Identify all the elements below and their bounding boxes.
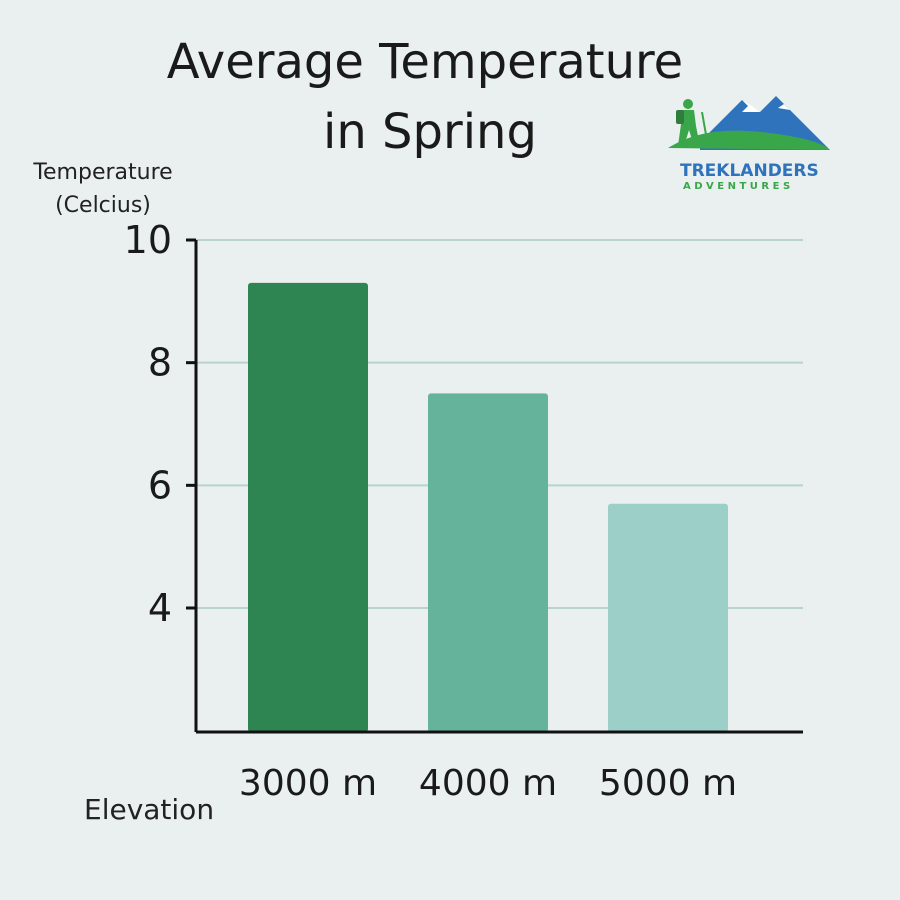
y-tick-label-4: 4 [148,586,172,630]
y-axis-label-line-2: (Celcius) [55,193,151,218]
y-tick-labels: 4 6 8 10 [124,218,172,630]
chart-title-line-1: Average Temperature [167,34,683,90]
y-tick-label-10: 10 [124,218,172,262]
brand-tagline: ADVENTURES [683,181,794,192]
x-tick-label-3000-m: 3000 m [239,763,377,804]
brand-name: TREKLANDERS [680,161,819,181]
brand-logo: TREKLANDERS ADVENTURES [668,96,830,192]
bar-4000-m [428,393,548,732]
bar-5000-m [608,503,728,732]
x-tick-labels: 3000 m 4000 m 5000 m [239,763,737,804]
x-tick-label-4000-m: 4000 m [419,763,557,804]
x-tick-label-5000-m: 5000 m [599,763,737,804]
bars [248,282,728,732]
chart-title-line-2: in Spring [323,104,537,160]
hiker-mountain-logo-icon [668,96,830,150]
x-axis-label: Elevation [84,793,214,826]
y-axis-label-line-1: Temperature [32,160,172,185]
bar-3000-m [248,282,368,732]
y-tick-label-8: 8 [148,341,172,385]
y-tick-label-6: 6 [148,463,172,507]
